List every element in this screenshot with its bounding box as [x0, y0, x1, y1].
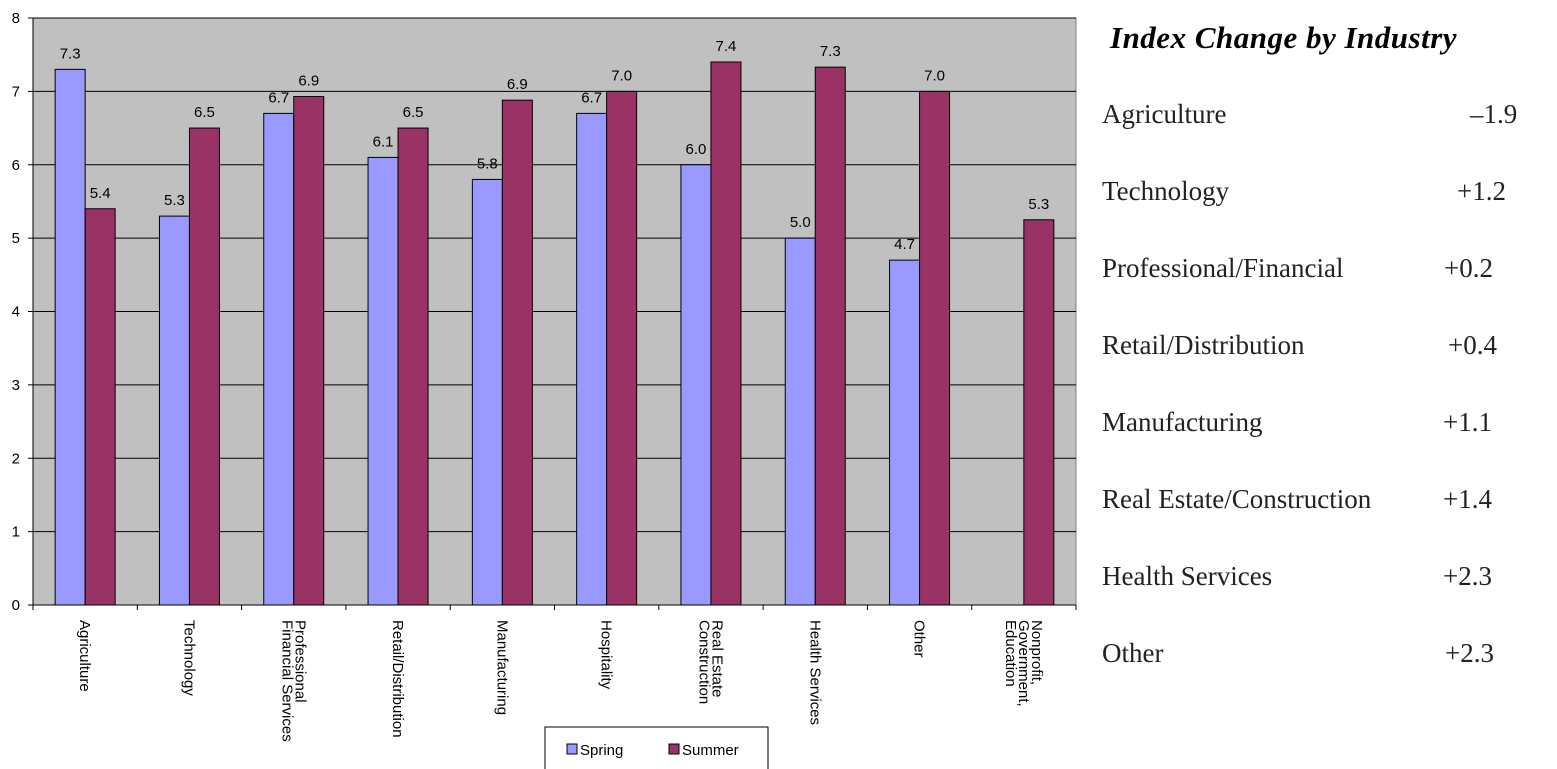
- category-label: Financial Services: [278, 620, 295, 742]
- category-label: Manufacturing: [493, 620, 510, 715]
- panel-row: Manufacturing +1.1: [1102, 407, 1552, 443]
- data-label: 5.0: [790, 214, 811, 231]
- legend-label-spring: Spring: [580, 742, 623, 759]
- data-label: 6.5: [194, 104, 215, 121]
- legend-label-summer: Summer: [682, 742, 739, 759]
- data-labels: 7.3 5.3 6.7 6.1 5.8 6.7 6.0 5.0 4.7 5.4 6.5 6.9 6.5 6…: [60, 38, 1050, 253]
- panel-row: Health Services +2.3: [1102, 561, 1552, 597]
- row-label: Health Services: [1102, 561, 1273, 591]
- row-label: Retail/Distribution: [1102, 330, 1305, 360]
- bar-spring: [576, 112, 608, 606]
- category-label: Real Estate: [708, 620, 725, 698]
- bar-summer: [84, 208, 116, 606]
- row-value: +1.4: [1443, 484, 1492, 514]
- category-labels: Agriculture Technology ProfessionalFinanci…: [76, 620, 1045, 742]
- data-label: 7.3: [60, 45, 81, 62]
- bar-summer: [919, 90, 951, 606]
- category-label: Health Services: [806, 620, 823, 725]
- y-tick-label: 4: [12, 304, 20, 321]
- row-value: +2.3: [1445, 638, 1494, 668]
- bar-spring: [784, 237, 816, 606]
- data-label: 5.3: [164, 192, 185, 209]
- bar-spring: [680, 164, 712, 606]
- panel-row: Agriculture –1.9: [1102, 99, 1552, 135]
- row-label: Manufacturing: [1102, 407, 1263, 437]
- data-label: 6.1: [373, 133, 394, 150]
- data-label: 7.3: [820, 43, 841, 60]
- bar-spring: [263, 112, 295, 606]
- panel-row: Professional/Financial +0.2: [1102, 253, 1552, 289]
- data-label: 6.7: [268, 89, 289, 106]
- data-label: 5.4: [90, 185, 111, 202]
- y-tick-label: 5: [12, 230, 20, 247]
- y-tick-label: 1: [12, 524, 20, 541]
- panel-row: Real Estate/Construction +1.4: [1102, 484, 1552, 520]
- legend-box: [544, 726, 769, 769]
- bar-summer: [501, 99, 533, 606]
- data-label: 7.0: [924, 67, 945, 84]
- bar-spring: [54, 68, 86, 606]
- category-label: Construction: [695, 620, 712, 704]
- bars: [54, 61, 1055, 606]
- panel-title: Index Change by Industry: [1110, 20, 1458, 55]
- y-tick-label: 2: [12, 450, 20, 467]
- data-label: 6.0: [686, 141, 707, 158]
- index-change-panel: Index Change by Industry Agriculture –1.…: [1102, 0, 1552, 769]
- legend: Spring Summer: [544, 726, 769, 769]
- row-value: +0.4: [1448, 330, 1497, 360]
- index-bar-chart: 0 1 2 3 4 5 6 7 8 7.3 5.3 6.7 6.1 5.8 6.7 6.0 5.0 4.7 5.4…: [12, 10, 1077, 769]
- row-value: +2.3: [1443, 561, 1492, 591]
- category-label: Government,: [1015, 620, 1032, 707]
- bar-summer: [397, 127, 429, 606]
- data-label: 6.9: [507, 76, 528, 93]
- row-label: Technology: [1102, 176, 1230, 206]
- bar-spring: [889, 259, 921, 606]
- category-label: Nonprofit,: [1028, 620, 1045, 685]
- panel-row: Other +2.3: [1102, 638, 1552, 674]
- data-label: 7.0: [611, 67, 632, 84]
- bar-summer: [710, 61, 742, 606]
- row-label: Real Estate/Construction: [1102, 484, 1372, 514]
- data-label: 5.8: [477, 155, 498, 172]
- bar-spring: [367, 156, 399, 606]
- row-value: +1.2: [1457, 176, 1506, 206]
- data-label: 4.7: [894, 236, 915, 253]
- data-label: 6.9: [298, 73, 319, 90]
- legend-swatch-spring: [566, 743, 578, 755]
- y-tick-label: 8: [12, 10, 20, 27]
- row-label: Professional/Financial: [1102, 253, 1344, 283]
- row-value: +0.2: [1444, 253, 1493, 283]
- bar-summer: [1023, 219, 1055, 606]
- y-tick-label: 7: [12, 83, 20, 100]
- row-value: +1.1: [1443, 407, 1492, 437]
- row-label: Other: [1102, 638, 1164, 668]
- data-label: 7.4: [716, 38, 737, 55]
- category-label: Professional: [291, 620, 308, 703]
- data-label: 6.5: [403, 104, 424, 121]
- row-label: Agriculture: [1102, 99, 1227, 129]
- axes: 0 1 2 3 4 5 6 7 8: [12, 10, 1077, 614]
- bar-summer: [293, 96, 325, 606]
- y-tick-label: 3: [12, 377, 20, 394]
- y-tick-label: 6: [12, 157, 20, 174]
- data-label: 5.3: [1028, 196, 1049, 213]
- bar-spring: [158, 215, 190, 606]
- bar-summer: [606, 90, 638, 606]
- bar-spring: [471, 178, 503, 606]
- row-value: –1.9: [1470, 99, 1518, 129]
- data-label: 6.7: [581, 89, 602, 106]
- legend-swatch-summer: [668, 743, 680, 755]
- category-label: Agriculture: [76, 620, 93, 692]
- category-label: Technology: [180, 620, 197, 696]
- category-label: Education: [1002, 620, 1019, 687]
- category-label: Other: [911, 620, 928, 658]
- y-tick-label: 0: [12, 597, 20, 614]
- panel-row: Technology +1.2: [1102, 176, 1552, 212]
- category-label: Retail/Distribution: [389, 620, 406, 738]
- category-label: Hospitality: [598, 620, 615, 690]
- bar-summer: [188, 127, 220, 606]
- panel-row: Retail/Distribution +0.4: [1102, 330, 1552, 366]
- bar-summer: [814, 66, 846, 606]
